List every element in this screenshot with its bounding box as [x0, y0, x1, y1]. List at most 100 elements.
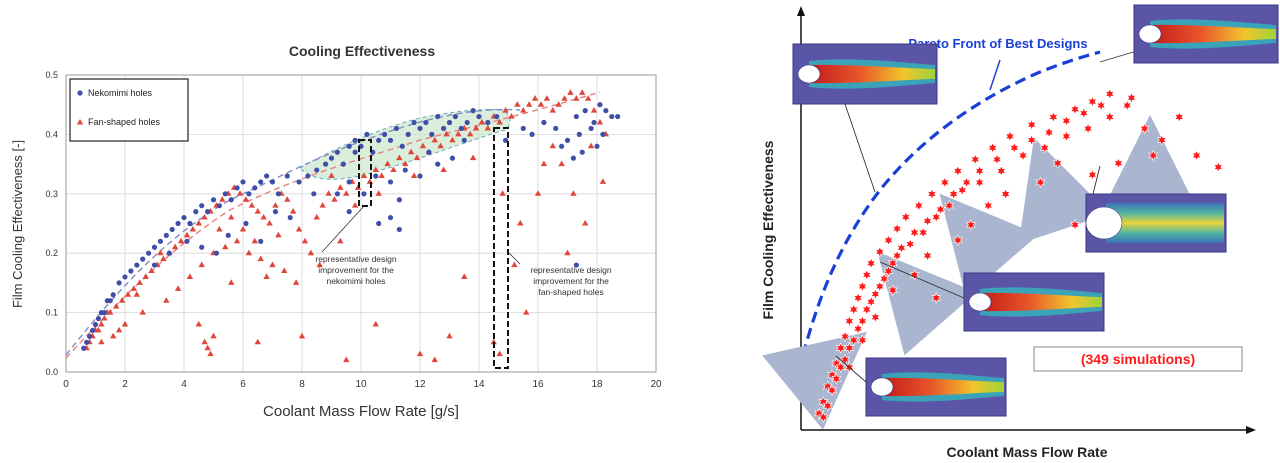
- fan-shaped-point: [222, 243, 229, 250]
- left-y-tick-label: 0.1: [45, 308, 58, 318]
- nekomimi-point: [222, 191, 228, 197]
- fan-shaped-point: [98, 320, 105, 327]
- nekomimi-point: [81, 345, 87, 351]
- fan-shaped-point: [107, 309, 114, 315]
- simulation-point: [987, 142, 998, 154]
- simulation-point: [1191, 149, 1202, 162]
- nekomimi-point: [405, 131, 411, 137]
- nekomimi-point: [417, 173, 423, 179]
- nekomimi-point: [264, 173, 270, 179]
- simulation-point: [1026, 118, 1037, 131]
- simulation-point: [965, 219, 976, 231]
- simulation-point: [974, 165, 985, 177]
- simulation-point: [952, 234, 963, 246]
- fan-shaped-point: [295, 225, 303, 232]
- nekomimi-point: [252, 185, 258, 191]
- fan-shaped-point: [514, 101, 521, 107]
- fan-shaped-point: [431, 356, 438, 363]
- fan-shaped-point: [239, 225, 247, 232]
- fan-shaped-point: [257, 255, 264, 262]
- nekomimi-point: [225, 232, 231, 238]
- fan-shaped-point: [121, 320, 129, 327]
- left-x-tick-label: 0: [63, 379, 69, 390]
- simulation-point: [818, 411, 829, 424]
- nekomimi-point: [87, 333, 93, 339]
- nekomimi-point: [89, 327, 96, 334]
- nekomimi-point: [110, 292, 116, 298]
- nekomimi-point: [393, 125, 399, 132]
- fan-shaped-point: [372, 166, 379, 173]
- nekomimi-point: [435, 113, 441, 120]
- simulation-point: [1113, 157, 1124, 169]
- nekomimi-point: [228, 197, 234, 203]
- nekomimi-point: [417, 125, 423, 132]
- simulation-point: [1048, 111, 1059, 123]
- simulation-point: [952, 165, 963, 177]
- simulation-point: [870, 288, 881, 300]
- fan-shaped-point: [590, 107, 598, 113]
- fan-shaped-point: [254, 208, 261, 214]
- nekomimi-point: [426, 149, 432, 155]
- simulation-point: [996, 165, 1007, 177]
- left-x-tick-label: 4: [181, 379, 187, 390]
- fan-shaped-point: [98, 338, 105, 345]
- fan-shaped-point: [437, 142, 444, 149]
- fan-shaped-point: [440, 166, 447, 173]
- fan-shaped-point: [384, 160, 391, 167]
- pareto-label-line-1: Pareto Front of Best Designs: [908, 36, 1087, 51]
- simulation-point: [1035, 176, 1046, 189]
- fan-shaped-point: [219, 196, 226, 202]
- simulation-point: [866, 296, 877, 308]
- nekomimi-point: [101, 310, 107, 316]
- right-x-axis-arrow-icon: [1246, 426, 1256, 434]
- fan-shaped-point: [419, 142, 427, 149]
- nekomimi-point: [387, 214, 394, 221]
- simulation-point: [974, 176, 985, 189]
- fan-shaped-point: [484, 124, 492, 131]
- nekomimi-point: [305, 173, 311, 179]
- left-y-tick-label: 0.4: [45, 129, 58, 139]
- nekomimi-point: [387, 179, 394, 185]
- left-x-tick-label: 2: [122, 379, 128, 390]
- cooling-contour-thumbnail: [1085, 193, 1227, 253]
- left-x-tick-label: 20: [650, 379, 662, 390]
- left-x-tick-label: 12: [414, 379, 426, 390]
- nekomimi-point: [458, 125, 464, 132]
- simulation-point: [866, 257, 877, 270]
- fan-shaped-point: [402, 160, 409, 167]
- design-thumbnails: [792, 4, 1279, 417]
- nekomimi-point: [340, 161, 346, 167]
- simulation-point: [939, 176, 950, 189]
- nekomimi-point: [205, 209, 211, 215]
- fan-shaped-point: [596, 118, 604, 125]
- nekomimi-point: [213, 250, 220, 256]
- simulation-point: [887, 284, 898, 297]
- arrow-icon: [1018, 137, 1110, 245]
- simulation-point: [840, 330, 851, 343]
- fan-shaped-point: [517, 219, 524, 226]
- simulation-point: [853, 292, 864, 304]
- simulation-point: [857, 315, 868, 327]
- nekomimi-point: [502, 137, 509, 143]
- fan-shaped-point: [248, 202, 256, 208]
- nekomimi-point: [240, 179, 246, 185]
- nekomimi-point: [116, 280, 122, 286]
- nekomimi-point: [140, 256, 146, 262]
- fan-shaped-point: [511, 261, 518, 268]
- fan-shaped-point: [446, 332, 453, 339]
- fan-shaped-point: [112, 303, 120, 309]
- nekomimi-point: [446, 119, 453, 126]
- cooling-contour-thumbnail: [792, 43, 938, 105]
- fan-shaped-point: [534, 190, 542, 196]
- nekomimi-annotation-leader: [321, 205, 365, 253]
- simulation-point: [831, 373, 842, 385]
- right-y-axis-label: Film Cooling Effectiveness: [760, 140, 776, 319]
- simulation-point: [983, 199, 994, 212]
- simulation-point: [991, 153, 1002, 166]
- simulation-point: [922, 249, 933, 262]
- nekomimi-point: [441, 125, 447, 132]
- fan-shaped-point: [275, 231, 282, 238]
- fan-shaped-point: [177, 237, 185, 244]
- simulation-point: [874, 246, 885, 258]
- left-legend: Nekomimi holes Fan-shaped holes: [69, 78, 189, 142]
